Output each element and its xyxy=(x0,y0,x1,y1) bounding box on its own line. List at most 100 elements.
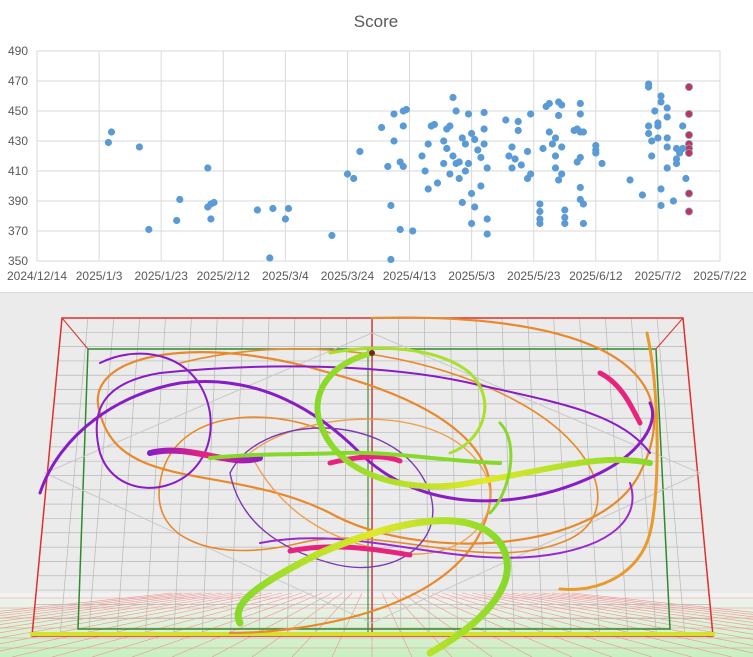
data-point xyxy=(511,155,519,163)
data-point xyxy=(387,201,395,210)
data-point xyxy=(480,108,488,117)
chart-title: Score xyxy=(354,12,398,31)
data-point xyxy=(505,152,513,160)
x-tick-label: 2025/4/13 xyxy=(383,269,437,283)
curve-magenta-2 xyxy=(327,454,403,466)
x-tick-label: 2025/5/23 xyxy=(507,269,561,283)
floor-grid-line xyxy=(0,592,233,629)
data-point xyxy=(461,140,469,148)
x-tick-label: 2025/3/4 xyxy=(262,269,309,283)
x-tick-label: 2025/1/3 xyxy=(76,269,123,283)
x-tick-label: 2025/7/22 xyxy=(693,269,747,283)
data-point xyxy=(421,167,429,175)
diamond-guide xyxy=(43,332,702,624)
floor-grid-line xyxy=(251,592,343,657)
data-point xyxy=(387,255,395,264)
data-point xyxy=(433,179,442,187)
data-point xyxy=(663,134,671,142)
floor-grid-line xyxy=(0,592,223,625)
data-point xyxy=(536,207,544,216)
data-point xyxy=(418,152,426,160)
data-point xyxy=(446,170,454,178)
frame-edge-left xyxy=(61,317,89,350)
data-point xyxy=(343,170,352,178)
data-point xyxy=(402,105,410,114)
data-point xyxy=(558,170,566,178)
x-axis-ticks: 2024/12/14 2025/1/3 2025/1/23 2025/2/12 2025… xyxy=(7,269,747,283)
floor-grid-line xyxy=(541,592,753,620)
data-point xyxy=(390,137,398,145)
data-point xyxy=(536,200,544,208)
data-point xyxy=(480,140,488,148)
data-point xyxy=(449,93,457,102)
data-point xyxy=(210,198,218,207)
y-tick-label: 390 xyxy=(8,194,28,208)
curve-magenta-1 xyxy=(147,447,263,464)
data-point xyxy=(384,162,392,171)
data-point xyxy=(626,176,634,184)
data-point xyxy=(440,159,448,168)
x-tick-label: 2024/12/14 xyxy=(7,269,67,283)
curve-orange-3 xyxy=(249,418,491,555)
floor-grid-line xyxy=(401,592,493,657)
data-point xyxy=(527,170,535,178)
data-point xyxy=(561,213,569,222)
data-point xyxy=(679,122,687,130)
trajectory-curves xyxy=(38,316,659,657)
data-point xyxy=(657,201,665,210)
data-point xyxy=(281,215,289,223)
data-point xyxy=(558,143,566,151)
floor-grid-line xyxy=(0,592,213,622)
x-tick-label: 2025/1/23 xyxy=(134,269,188,283)
data-point xyxy=(378,123,386,132)
curve-green-5 xyxy=(488,421,513,515)
data-point xyxy=(284,204,293,213)
data-point xyxy=(468,129,476,138)
data-point xyxy=(576,110,584,118)
data-point xyxy=(480,125,488,133)
data-point xyxy=(545,128,553,136)
data-point xyxy=(455,174,463,183)
data-point xyxy=(474,146,482,154)
scatter-chart: Score 2024/12/14 2025/1/3 2025/1/23 2025/2/… xyxy=(7,12,747,283)
y-tick-label: 490 xyxy=(8,44,28,58)
y-tick-label: 350 xyxy=(8,254,28,268)
data-point xyxy=(471,203,479,211)
floor-grid-line xyxy=(511,592,753,631)
floor-grid-line xyxy=(0,592,253,639)
data-point xyxy=(107,128,116,136)
data-point xyxy=(477,153,485,162)
data-point xyxy=(551,164,560,172)
curve-orange-4 xyxy=(558,331,659,592)
data-point xyxy=(483,215,491,223)
data-point xyxy=(592,149,600,157)
data-point xyxy=(514,126,522,135)
floor-grid-line xyxy=(571,592,753,613)
curve-green-2 xyxy=(208,450,502,465)
data-point xyxy=(555,111,563,120)
y-tick-label: 370 xyxy=(8,224,28,238)
floor-grid-line xyxy=(0,592,193,617)
x-tick-label: 2025/2/12 xyxy=(197,269,251,283)
data-point xyxy=(561,206,569,214)
data-point xyxy=(598,159,606,168)
data-point xyxy=(682,174,690,183)
data-point xyxy=(173,216,181,225)
floor-grid-line xyxy=(501,592,753,635)
data-point xyxy=(446,122,454,130)
data-point xyxy=(356,147,364,156)
data-point xyxy=(204,164,212,172)
data-point xyxy=(464,159,473,168)
data-point xyxy=(576,99,584,108)
floor-grid-line xyxy=(11,592,283,657)
x-tick-label: 2025/5/3 xyxy=(448,269,495,283)
data-point xyxy=(399,162,407,171)
data-point xyxy=(396,225,404,234)
data-point xyxy=(555,176,563,184)
floor-grid-line xyxy=(51,592,293,657)
data-point xyxy=(135,143,143,151)
curve-purple-2 xyxy=(95,352,651,489)
data-point xyxy=(663,113,671,121)
data-point xyxy=(679,144,687,153)
data-point xyxy=(579,128,588,136)
